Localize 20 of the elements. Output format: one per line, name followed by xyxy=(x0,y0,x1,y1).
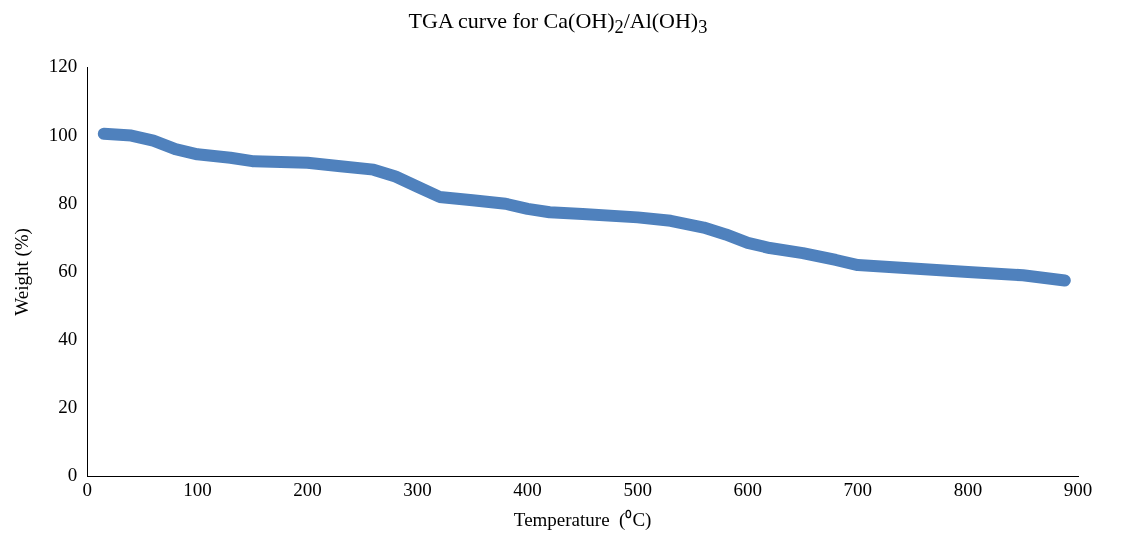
x-tick-label: 200 xyxy=(293,479,322,501)
x-tick-label: 400 xyxy=(513,479,542,501)
y-tick-label: 40 xyxy=(58,328,78,350)
y-axis-title: Weight (%) xyxy=(11,228,34,317)
x-tick-label: 100 xyxy=(183,479,212,501)
x-tick-label: 300 xyxy=(403,479,432,501)
x-tick-label: 500 xyxy=(623,479,652,501)
y-tick-label: 80 xyxy=(58,192,78,214)
x-tick-label: 900 xyxy=(1063,479,1093,501)
x-axis-title: Temperature (⁰C) xyxy=(513,508,652,531)
x-tick-label: 0 xyxy=(82,479,93,501)
x-tick-label: 600 xyxy=(733,479,763,501)
x-tick-label: 800 xyxy=(953,479,983,501)
x-tick-label: 700 xyxy=(843,479,873,501)
y-tick-label: 0 xyxy=(67,464,78,486)
chart-title: TGA curve for Ca(OH)$_{2}$/Al(OH)$_{3}$ xyxy=(407,8,709,39)
y-tick-label: 100 xyxy=(48,123,78,145)
y-tick-label: 120 xyxy=(48,55,78,77)
y-tick-label: 60 xyxy=(58,260,78,282)
y-tick-label: 20 xyxy=(58,396,78,418)
